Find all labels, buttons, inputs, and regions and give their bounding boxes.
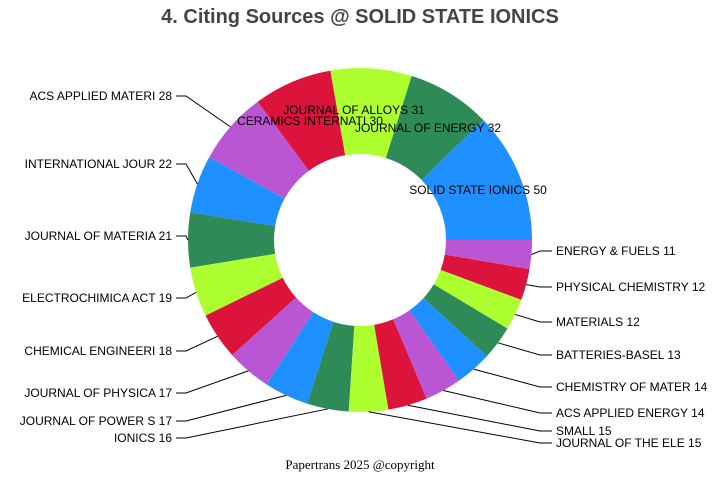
leader-line	[176, 291, 197, 299]
slice-13[interactable]	[374, 319, 427, 410]
slice-label: JOURNAL OF ENERGY 32	[355, 121, 501, 135]
leader-line	[176, 394, 287, 422]
slice-9[interactable]	[232, 297, 314, 385]
slice-6[interactable]	[188, 212, 276, 268]
slice-label: JOURNAL OF POWER S 17	[20, 414, 173, 428]
slice-label: CHEMICAL ENGINEERI 18	[24, 344, 172, 358]
slice-3[interactable]	[257, 70, 346, 171]
slice-label: JOURNAL OF MATERIA 21	[25, 229, 173, 243]
slice-label: PHYSICAL CHEMISTRY 12	[556, 280, 705, 294]
slice-label: MATERIALS 12	[556, 315, 640, 329]
slice-2[interactable]	[330, 68, 412, 158]
slice-4[interactable]	[209, 101, 309, 199]
leader-line	[531, 250, 552, 256]
slice-15[interactable]	[409, 298, 487, 381]
slice-label: ACS APPLIED ENERGY 14	[556, 406, 705, 420]
copyright-footer: Papertrans 2025 @copyright	[285, 457, 435, 472]
slice-8[interactable]	[205, 277, 297, 356]
slice-12[interactable]	[348, 324, 389, 412]
slice-label: JOURNAL OF PHYSICA 17	[24, 386, 172, 400]
leader-line	[443, 389, 552, 414]
leader-line	[176, 95, 231, 128]
slice-label: ACS APPLIED MATERI 28	[30, 89, 173, 103]
slice-label: CERAMICS INTERNATI 30	[237, 114, 383, 128]
slice-5[interactable]	[190, 157, 285, 227]
slice-0[interactable]	[421, 120, 532, 240]
slice-17[interactable]	[433, 269, 522, 329]
slice-10[interactable]	[266, 312, 334, 404]
slice-19[interactable]	[444, 240, 532, 270]
leader-line	[473, 368, 552, 388]
slice-label: JOURNAL OF ALLOYS 31	[283, 103, 425, 117]
leader-line	[368, 411, 552, 444]
leader-line	[514, 313, 552, 323]
leader-line	[176, 370, 249, 394]
slice-label: SMALL 15	[556, 424, 612, 438]
slice-label: IONICS 16	[114, 431, 172, 445]
slice-label: CHEMISTRY OF MATER 14	[556, 380, 708, 394]
slice-label: ENERGY & FUELS 11	[556, 244, 676, 258]
slice-18[interactable]	[440, 254, 530, 300]
leader-line	[407, 404, 552, 432]
slice-14[interactable]	[393, 310, 460, 399]
chart-title: 4. Citing Sources @ SOLID STATE IONICS	[161, 6, 559, 28]
slice-label: SOLID STATE IONICS 50	[409, 183, 547, 197]
slice-7[interactable]	[190, 253, 283, 316]
leader-line	[176, 335, 218, 352]
leader-line	[526, 284, 552, 288]
slice-16[interactable]	[423, 284, 508, 357]
slice-label: INTERNATIONAL JOUR 22	[25, 157, 173, 171]
slice-label: BATTERIES-BASEL 13	[556, 348, 681, 362]
slice-1[interactable]	[385, 75, 484, 181]
leader-line	[176, 408, 328, 439]
leader-line	[176, 163, 198, 185]
slice-label: ELECTROCHIMICA ACT 19	[22, 291, 172, 305]
leader-line	[176, 235, 189, 241]
slice-11[interactable]	[307, 321, 355, 412]
leader-line	[497, 342, 552, 356]
slice-label: JOURNAL OF THE ELE 15	[556, 436, 702, 450]
